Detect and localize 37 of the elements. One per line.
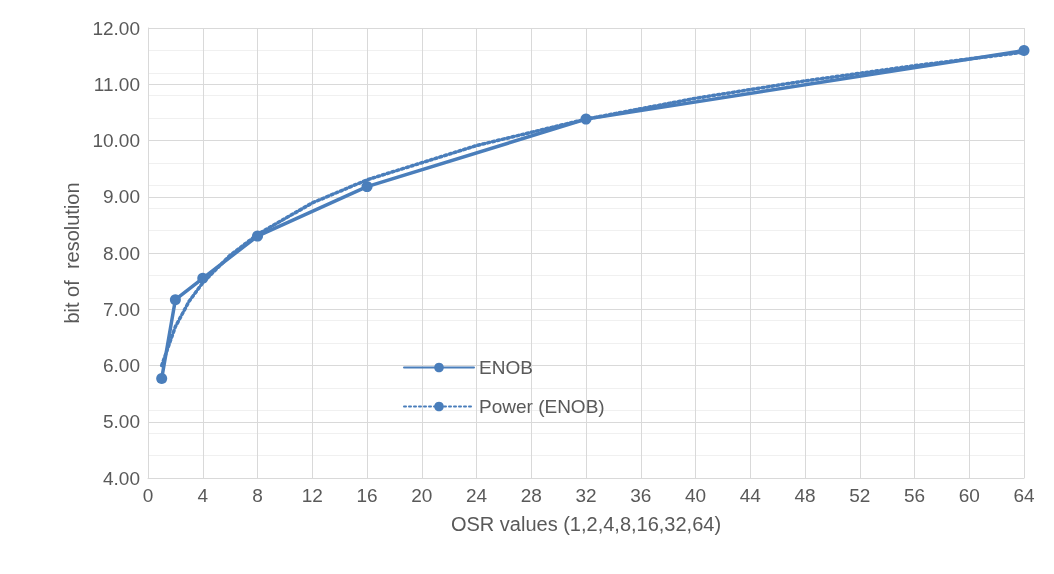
point <box>156 372 168 384</box>
x-tick-label: 52 <box>849 485 871 506</box>
y-tick-label: 11.00 <box>93 73 140 95</box>
point <box>169 294 181 306</box>
x-tick-label: 0 <box>142 485 154 506</box>
x-tick-label: 60 <box>958 485 980 506</box>
legend-label: ENOB <box>479 357 533 378</box>
x-tick-label: 16 <box>356 485 378 506</box>
x-tick-label: 44 <box>739 485 762 506</box>
y-tick-label: 7.00 <box>103 298 140 320</box>
y-axis-title: bit of resolution <box>60 182 83 324</box>
x-tick-label: 8 <box>252 485 263 506</box>
x-tick-label: 36 <box>630 485 652 506</box>
point <box>252 230 263 242</box>
x-tick-label: 32 <box>575 485 597 506</box>
x-tick-label: 20 <box>411 485 433 506</box>
y-tick-label: 5.00 <box>103 411 140 433</box>
y-tick-label: 8.00 <box>103 242 140 264</box>
legend-label: Power (ENOB) <box>479 396 605 417</box>
y-tick-label: 6.00 <box>103 355 140 376</box>
point <box>361 181 373 193</box>
x-tick-label: 40 <box>684 485 707 506</box>
y-tick-label: 9.00 <box>103 186 140 208</box>
x-axis-title: OSR values (1,2,4,8,16,32,64) <box>450 513 722 535</box>
y-tick-label: 12.00 <box>92 17 140 39</box>
x-tick-label: 64 <box>1013 485 1035 506</box>
x-tick-label: 4 <box>197 485 209 506</box>
point <box>580 113 592 125</box>
x-tick-label: 12 <box>301 485 323 506</box>
x-tick-label: 48 <box>794 485 816 506</box>
point <box>1018 45 1030 56</box>
x-tick-label: 24 <box>465 485 488 506</box>
x-tick-label: 28 <box>520 485 542 506</box>
y-tick-label: 10.00 <box>92 130 140 151</box>
point <box>197 272 209 284</box>
y-tick-label: 4.00 <box>103 467 140 489</box>
x-tick-label: 56 <box>903 485 926 506</box>
